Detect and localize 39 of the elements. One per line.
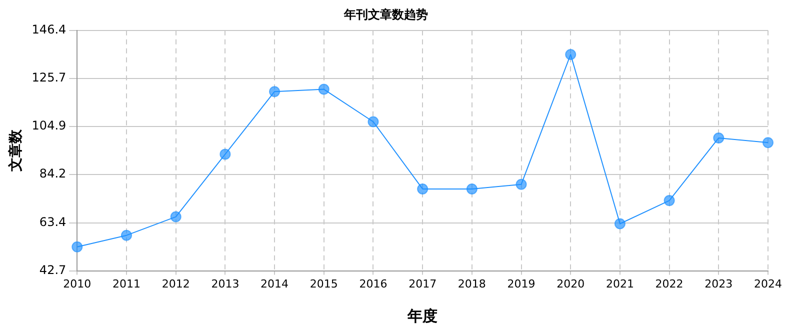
y-tick-label: 125.7 [32,70,66,85]
point [269,86,280,98]
x-tick-label: 2021 [606,277,634,290]
point [713,132,724,144]
x-tick-label: 2022 [655,277,684,290]
point [220,148,231,160]
point [72,241,83,252]
x-tick-label: 2024 [754,277,782,290]
chart-title: 年刊文章数趋势 [343,7,428,22]
point [368,116,379,128]
x-tick-label: 2012 [162,277,190,290]
x-axis-title: 年度 [406,306,438,325]
x-tick-label: 2010 [63,277,92,290]
x-tick-label: 2023 [704,277,733,290]
x-tick-label: 2015 [310,277,338,290]
point [170,211,182,222]
x-tick-label: 2018 [458,277,486,290]
point [664,195,675,206]
y-tick-label: 63.4 [39,214,66,229]
point [762,137,774,148]
y-tick-label: 146.4 [32,22,66,37]
x-tick-label: 2011 [112,277,140,290]
x-tick-label: 2016 [359,277,388,290]
y-axis-title: 文章数 [7,128,24,173]
point [318,84,330,95]
x-tick-label: 2020 [556,277,585,290]
point [121,230,132,241]
point [516,178,527,190]
x-tick-label: 2013 [211,277,240,290]
point [614,218,626,230]
y-tick-label: 104.9 [32,118,66,133]
y-tick-label: 42.7 [39,262,66,277]
x-tick-label: 2017 [408,277,437,290]
point [417,183,428,194]
x-tick-label: 2014 [260,277,289,290]
x-tick-label: 2019 [507,277,536,290]
y-tick-label: 84.2 [39,166,66,181]
point [565,49,576,60]
point [466,183,478,194]
